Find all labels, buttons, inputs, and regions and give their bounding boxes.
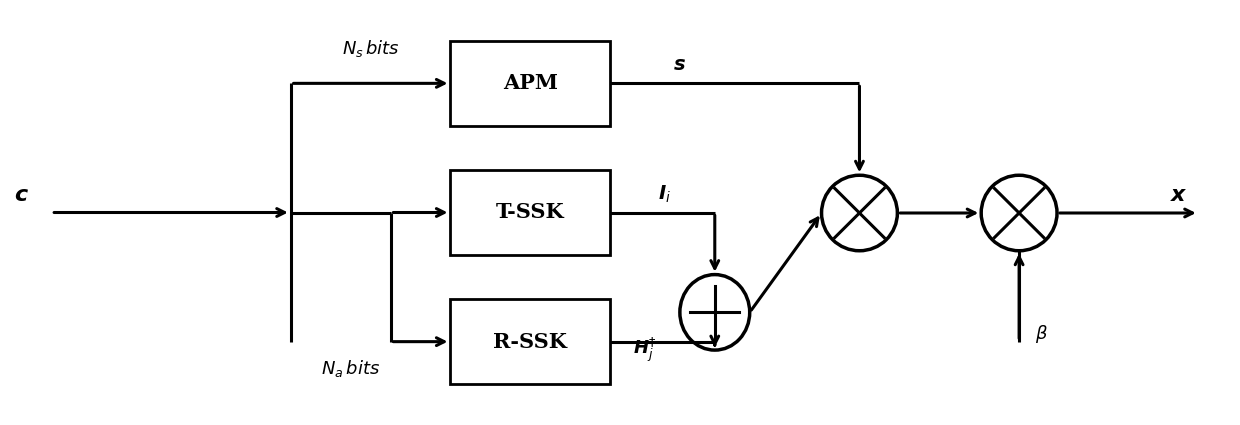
Text: $\boldsymbol{H}_j^{\dagger}$: $\boldsymbol{H}_j^{\dagger}$ xyxy=(634,336,656,365)
Text: $N_s\,\mathit{bits}$: $N_s\,\mathit{bits}$ xyxy=(341,37,399,59)
Bar xyxy=(450,41,610,125)
Ellipse shape xyxy=(822,175,898,251)
Text: $\beta$: $\beta$ xyxy=(1034,323,1048,345)
Text: $\boldsymbol{x}$: $\boldsymbol{x}$ xyxy=(1169,184,1188,206)
Text: $\boldsymbol{s}$: $\boldsymbol{s}$ xyxy=(673,57,686,74)
Text: $\boldsymbol{I}_i$: $\boldsymbol{I}_i$ xyxy=(658,184,672,205)
Bar xyxy=(450,170,610,255)
Text: R-SSK: R-SSK xyxy=(494,332,567,351)
Text: APM: APM xyxy=(502,74,558,94)
Ellipse shape xyxy=(680,275,750,350)
Text: $N_a\,\mathit{bits}$: $N_a\,\mathit{bits}$ xyxy=(321,358,381,380)
Text: T-SSK: T-SSK xyxy=(496,202,564,223)
Text: $\boldsymbol{c}$: $\boldsymbol{c}$ xyxy=(14,184,29,206)
Ellipse shape xyxy=(981,175,1056,251)
Bar xyxy=(450,300,610,384)
